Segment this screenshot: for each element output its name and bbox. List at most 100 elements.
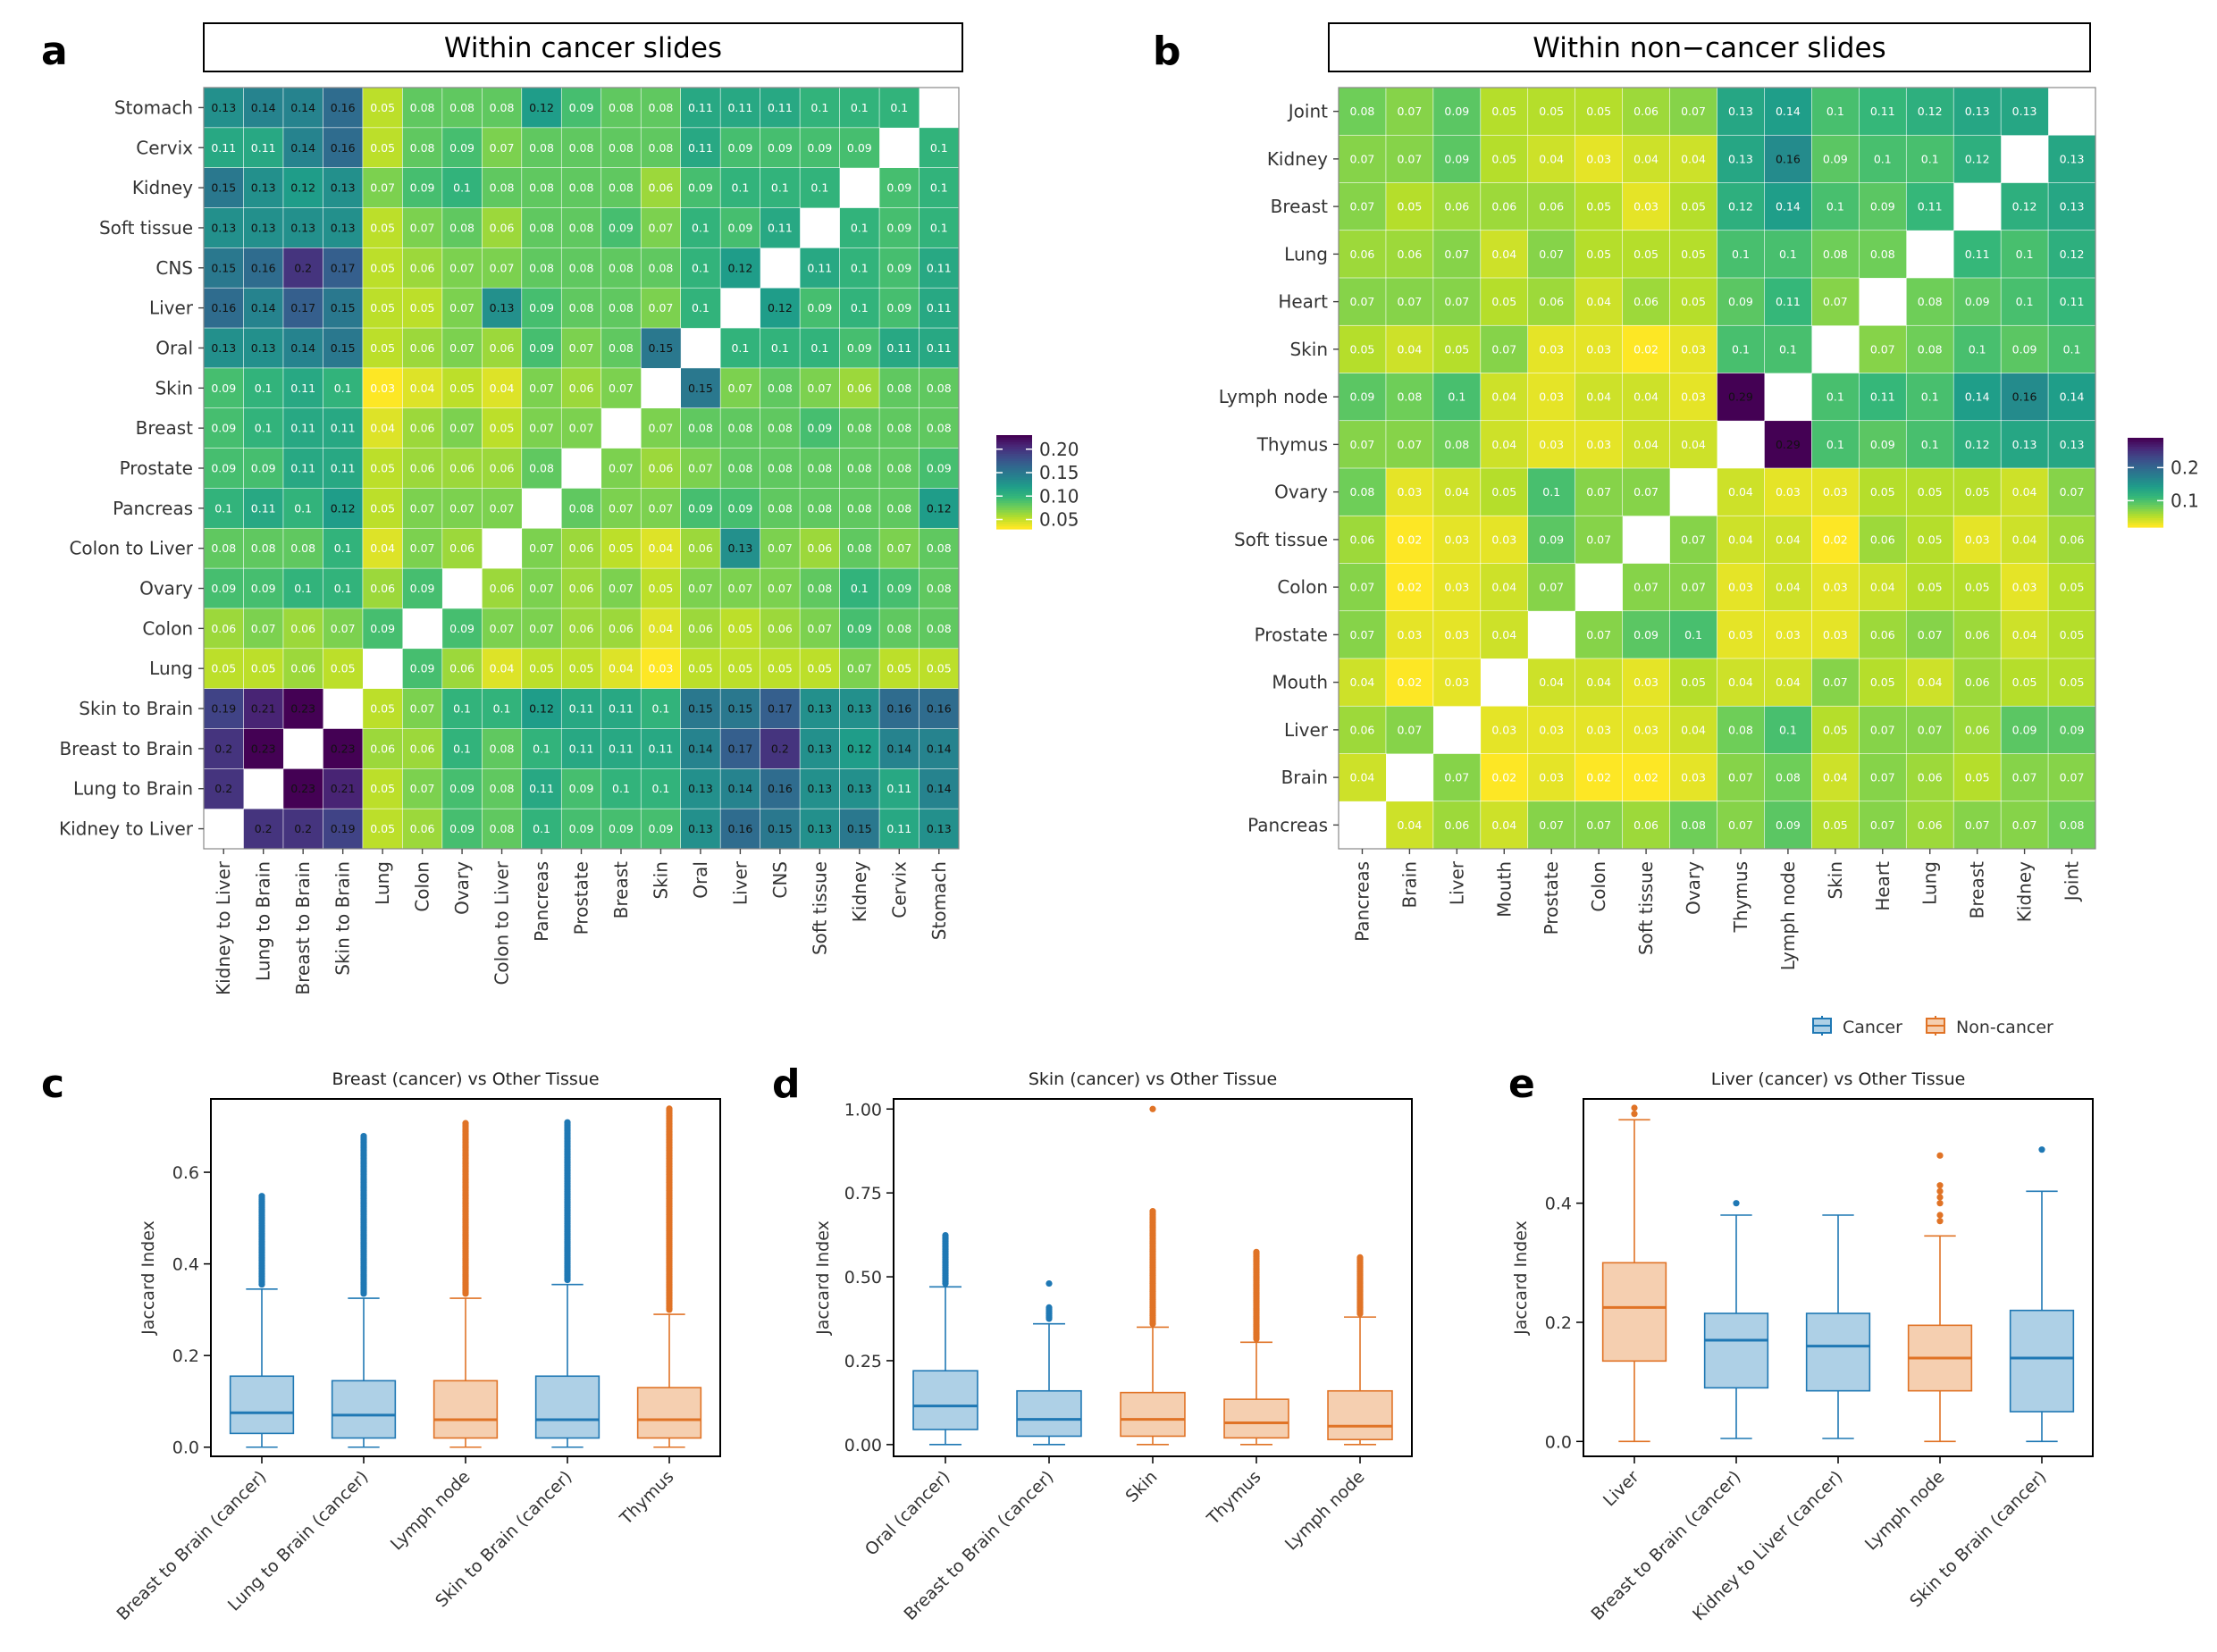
heatmap-title: Within non−cancer slides — [1533, 32, 1885, 64]
cell-value: 0.03 — [1728, 628, 1753, 642]
heat-cell — [1385, 324, 1434, 374]
y-axis-label: Jaccard Index — [1511, 1220, 1531, 1336]
heat-cell — [1527, 515, 1576, 565]
heat-cell — [560, 127, 602, 169]
cell-value: 0.12 — [1965, 438, 1990, 451]
row-label-soft-tissue: Soft tissue — [1234, 529, 1328, 550]
cell-value: 0.07 — [449, 422, 474, 435]
heat-cell — [1385, 373, 1434, 422]
col-label-kidney: Kidney — [849, 861, 870, 922]
cell-value: 0.05 — [370, 501, 395, 515]
cell-value: 0.09 — [927, 462, 952, 475]
cell-value: 0.06 — [569, 582, 594, 595]
heat-cell — [1480, 230, 1529, 279]
heat-cell — [839, 247, 880, 289]
outlier-point — [1046, 1304, 1053, 1312]
boxplot-title: Breast (cancer) vs Other Tissue — [332, 1069, 599, 1089]
cell-value: 0.09 — [649, 822, 674, 835]
cell-value: 0.05 — [1586, 247, 1611, 261]
cell-value: 0.07 — [1444, 771, 1469, 784]
heat-cell — [282, 407, 324, 449]
y-tick-label: 0.6 — [172, 1163, 199, 1183]
heat-cell — [640, 488, 682, 529]
heat-cell — [362, 287, 404, 329]
heat-cell — [719, 648, 761, 690]
col-label-mouth: Mouth — [1493, 861, 1515, 918]
heat-cell — [203, 688, 245, 730]
y-tick-label: 1.00 — [844, 1100, 882, 1120]
heat-cell — [560, 728, 602, 770]
heat-cell — [560, 167, 602, 209]
heat-cell — [441, 327, 483, 369]
heat-cell — [799, 728, 841, 770]
heat-cell — [1764, 753, 1813, 802]
cell-value: 0.07 — [1444, 295, 1469, 308]
cell-value: 0.03 — [1681, 342, 1706, 356]
heat-cell — [1669, 801, 1718, 850]
cell-value: 0.08 — [927, 422, 952, 435]
heat-cell — [600, 567, 642, 609]
cell-value: 0.1 — [1684, 628, 1702, 642]
heat-cell — [1717, 373, 1766, 422]
heat-cell — [203, 127, 245, 169]
cell-value: 0.06 — [490, 221, 515, 234]
cell-value: 0.13 — [807, 702, 832, 716]
cell-value: 0.05 — [1491, 152, 1516, 165]
cell-value: 0.11 — [886, 782, 911, 795]
row-label-liver: Liver — [149, 298, 194, 319]
heat-cell — [1480, 134, 1529, 184]
heat-cell — [919, 327, 960, 369]
cell-value: 0.03 — [1823, 628, 1848, 642]
cell-value: 0.03 — [1539, 771, 1564, 784]
x-tick-label: Skin — [1121, 1467, 1161, 1506]
heat-cell — [482, 167, 523, 209]
cell-value: 0.09 — [727, 221, 752, 234]
heat-cell — [1811, 658, 1860, 707]
cell-value: 0.07 — [847, 662, 872, 675]
row-label-brain: Brain — [1281, 767, 1328, 788]
cell-value: 0.1 — [810, 181, 828, 195]
legend-band — [996, 500, 1032, 504]
heat-cell — [680, 167, 721, 209]
cell-value: 0.11 — [649, 742, 674, 755]
cell-value: 0.07 — [529, 382, 554, 395]
col-label-kidney-to-liver: Kidney to Liver — [213, 860, 234, 995]
cell-value: 0.07 — [410, 501, 435, 515]
heat-cell — [2047, 182, 2096, 231]
cell-value: 0.07 — [2060, 485, 2085, 499]
col-label-colon-to-liver: Colon to Liver — [491, 860, 513, 985]
box-legend: Cancer Non-cancer — [1812, 1016, 2053, 1037]
cell-value: 0.07 — [449, 301, 474, 314]
heat-cell — [560, 407, 602, 449]
cell-value: 0.07 — [490, 622, 515, 635]
cell-value: 0.06 — [569, 541, 594, 555]
heat-cell — [839, 448, 880, 490]
cell-value: 0.07 — [649, 422, 674, 435]
cell-value: 0.08 — [807, 462, 832, 475]
cell-value: 0.06 — [1444, 818, 1469, 832]
cell-value: 0.15 — [649, 341, 674, 355]
cell-value: 0.07 — [1823, 675, 1848, 689]
cell-value: 0.08 — [609, 341, 634, 355]
cell-value: 0.09 — [251, 582, 276, 595]
cell-value: 0.11 — [1918, 200, 1943, 214]
heat-cell — [600, 167, 642, 209]
cell-value: 0.07 — [1728, 818, 1753, 832]
cell-value: 0.08 — [727, 422, 752, 435]
box-lung-to-brain-cancer — [331, 1132, 397, 1448]
cell-value: 0.08 — [927, 622, 952, 635]
cell-value: 0.09 — [569, 101, 594, 114]
heat-cell — [243, 87, 284, 129]
cell-value: 0.04 — [649, 622, 674, 635]
box-skin-to-brain-cancer — [534, 1119, 600, 1448]
heat-cell — [1669, 182, 1718, 231]
heat-cell — [1669, 230, 1718, 279]
cell-value: 0.06 — [1633, 105, 1659, 118]
heat-cell — [1764, 324, 1813, 374]
cell-value: 0.07 — [251, 622, 276, 635]
legend-band — [996, 482, 1032, 485]
heat-cell — [323, 127, 364, 169]
heat-cell — [1527, 373, 1576, 422]
cell-value: 0.07 — [449, 341, 474, 355]
cell-value: 0.12 — [2012, 200, 2037, 214]
